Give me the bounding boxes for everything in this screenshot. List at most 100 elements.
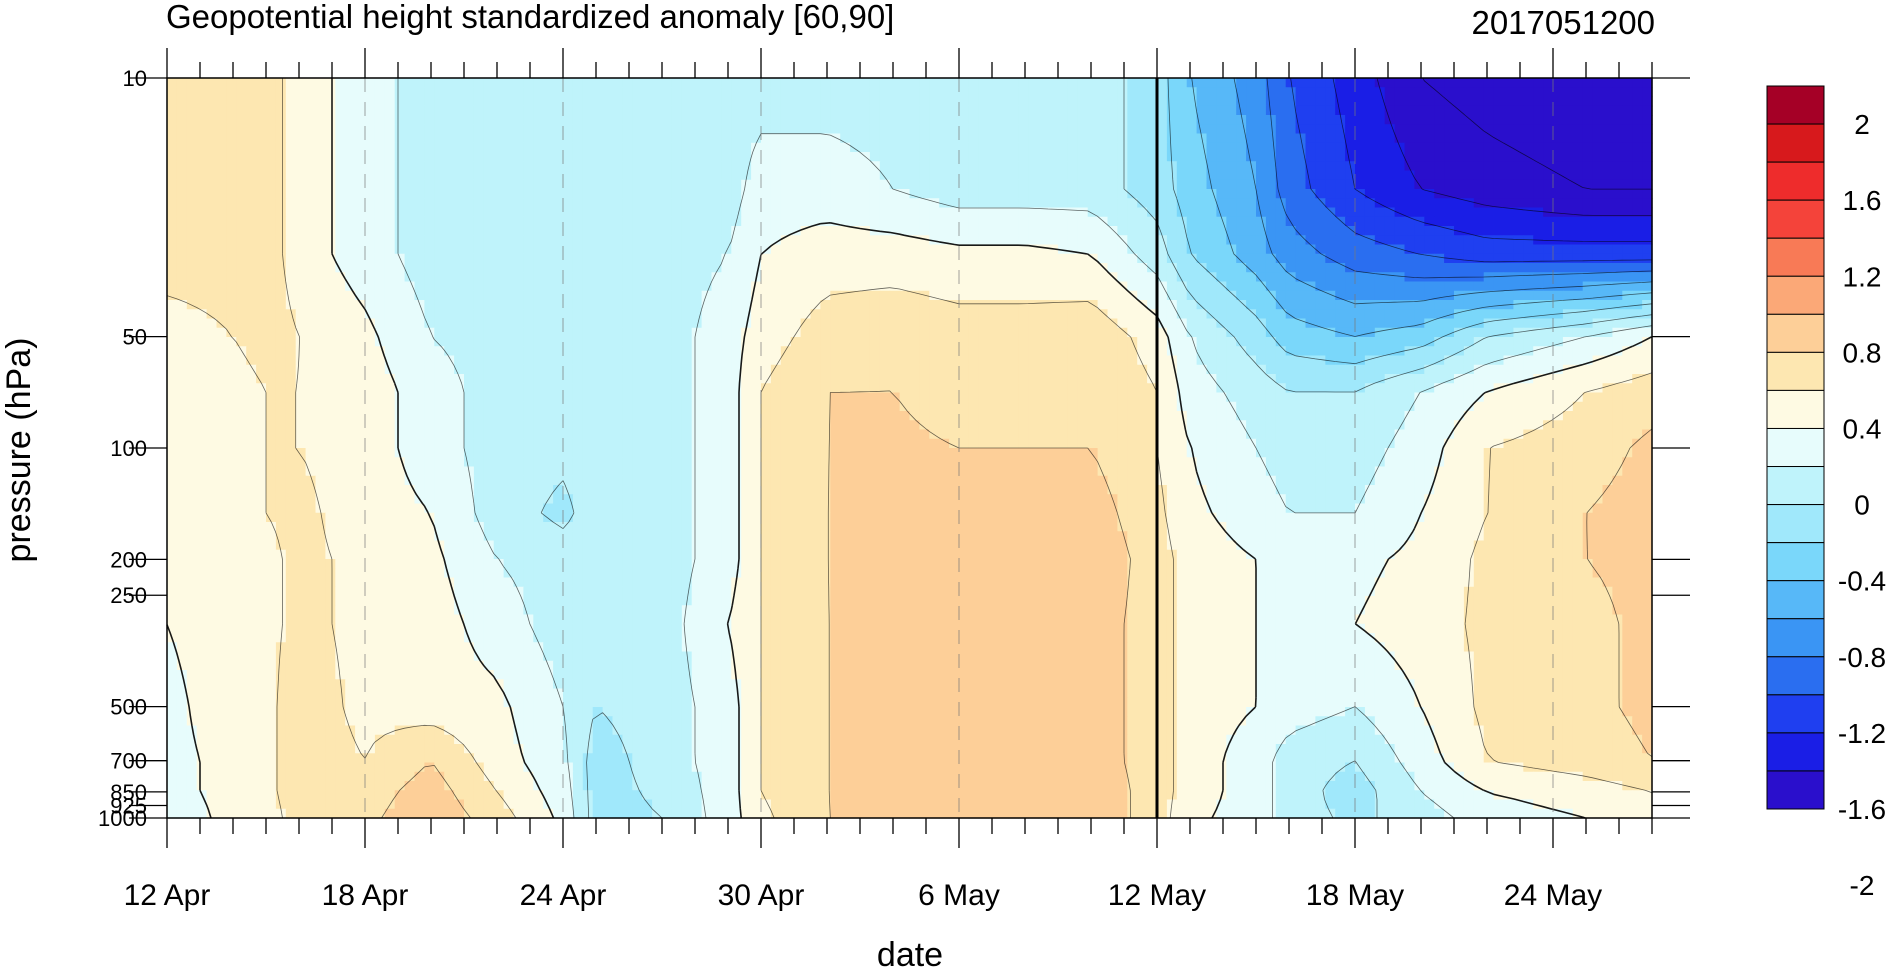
contour-cell — [1246, 355, 1257, 366]
contour-cell — [691, 105, 703, 116]
contour-cell — [622, 170, 633, 181]
contour-cell — [1424, 105, 1435, 116]
contour-cell — [236, 152, 247, 162]
contour-cell — [582, 309, 594, 320]
contour-cell — [206, 189, 218, 199]
contour-cell — [285, 300, 297, 310]
contour-cell — [1196, 235, 1208, 246]
contour-cell — [1058, 309, 1069, 320]
contour-cell — [483, 142, 495, 153]
contour-cell — [652, 96, 663, 107]
contour-cell — [424, 124, 435, 135]
contour-cell — [691, 115, 703, 125]
contour-cell — [325, 235, 336, 246]
contour-cell — [1473, 133, 1485, 144]
contour-cell — [464, 105, 475, 116]
contour-cell — [691, 300, 703, 310]
contour-cell — [246, 355, 257, 366]
contour-cell — [355, 179, 366, 190]
contour-cell — [1216, 87, 1227, 98]
contour-cell — [1562, 207, 1574, 218]
contour-cell — [1394, 337, 1406, 347]
contour-cell — [1285, 179, 1297, 190]
contour-cell — [335, 263, 346, 273]
contour-cell — [1226, 309, 1237, 320]
contour-cell — [1424, 235, 1435, 246]
contour-cell — [949, 226, 960, 236]
contour-cell — [404, 272, 416, 283]
contour-cell — [1384, 318, 1396, 329]
contour-cell — [394, 290, 406, 301]
contour-cell — [800, 281, 812, 292]
contour-cell — [1553, 263, 1564, 273]
contour-cell — [1543, 263, 1554, 273]
contour-cell — [1335, 337, 1346, 347]
contour-cell — [751, 142, 762, 153]
contour-cell — [1612, 87, 1623, 98]
contour-cell — [810, 272, 821, 283]
contour-cell — [869, 253, 881, 264]
contour-cell — [1246, 115, 1257, 125]
contour-cell — [949, 281, 960, 292]
contour-cell — [1246, 235, 1257, 246]
contour-cell — [691, 207, 703, 218]
contour-cell — [810, 115, 821, 125]
contour-cell — [345, 272, 356, 283]
contour-cell — [761, 272, 772, 283]
contour-cell — [1355, 142, 1366, 153]
contour-cell — [1612, 235, 1623, 246]
contour-cell — [998, 152, 1010, 162]
contour-cell — [909, 374, 920, 384]
contour-cell — [513, 383, 524, 394]
contour-cell — [365, 179, 376, 190]
contour-cell — [176, 346, 188, 357]
contour-cell — [701, 318, 713, 329]
contour-cell — [1226, 142, 1237, 153]
contour-cell — [1196, 244, 1208, 255]
contour-cell — [1345, 253, 1356, 264]
contour-cell — [612, 346, 623, 357]
contour-cell — [236, 355, 247, 366]
contour-cell — [632, 170, 643, 181]
contour-cell — [266, 383, 277, 394]
contour-cell — [1503, 115, 1514, 125]
contour-cell — [404, 124, 416, 135]
contour-cell — [1553, 124, 1564, 135]
contour-cell — [800, 337, 812, 347]
contour-cell — [1295, 272, 1307, 283]
contour-cell — [1523, 281, 1534, 292]
contour-cell — [721, 189, 732, 199]
contour-cell — [513, 235, 524, 246]
contour-cell — [374, 142, 386, 153]
contour-cell — [394, 244, 406, 255]
contour-cell — [1424, 318, 1435, 329]
contour-cell — [1612, 226, 1623, 236]
contour-cell — [553, 235, 564, 246]
contour-cell — [1048, 355, 1059, 366]
contour-cell — [1364, 87, 1376, 98]
contour-cell — [543, 300, 554, 310]
contour-cell — [879, 105, 891, 116]
contour-cell — [285, 179, 297, 190]
contour-cell — [1137, 327, 1148, 338]
contour-cell — [1473, 87, 1485, 98]
contour-cell — [394, 374, 406, 384]
contour-cell — [503, 115, 515, 125]
contour-cell — [751, 96, 762, 107]
contour-cell — [473, 346, 485, 357]
contour-cell — [860, 207, 871, 218]
contour-cell — [1216, 152, 1227, 162]
contour-cell — [1038, 161, 1049, 172]
contour-cell — [909, 170, 920, 181]
contour-cell — [1295, 337, 1307, 347]
contour-cell — [1483, 244, 1495, 255]
contour-cell — [988, 198, 1000, 209]
contour-cell — [1295, 309, 1307, 320]
contour-cell — [1642, 272, 1653, 283]
contour-cell — [216, 290, 227, 301]
contour-cell — [1444, 189, 1455, 199]
contour-cell — [761, 133, 772, 144]
contour-cell — [1612, 78, 1623, 88]
contour-cell — [1622, 374, 1633, 384]
contour-cell — [434, 383, 445, 394]
